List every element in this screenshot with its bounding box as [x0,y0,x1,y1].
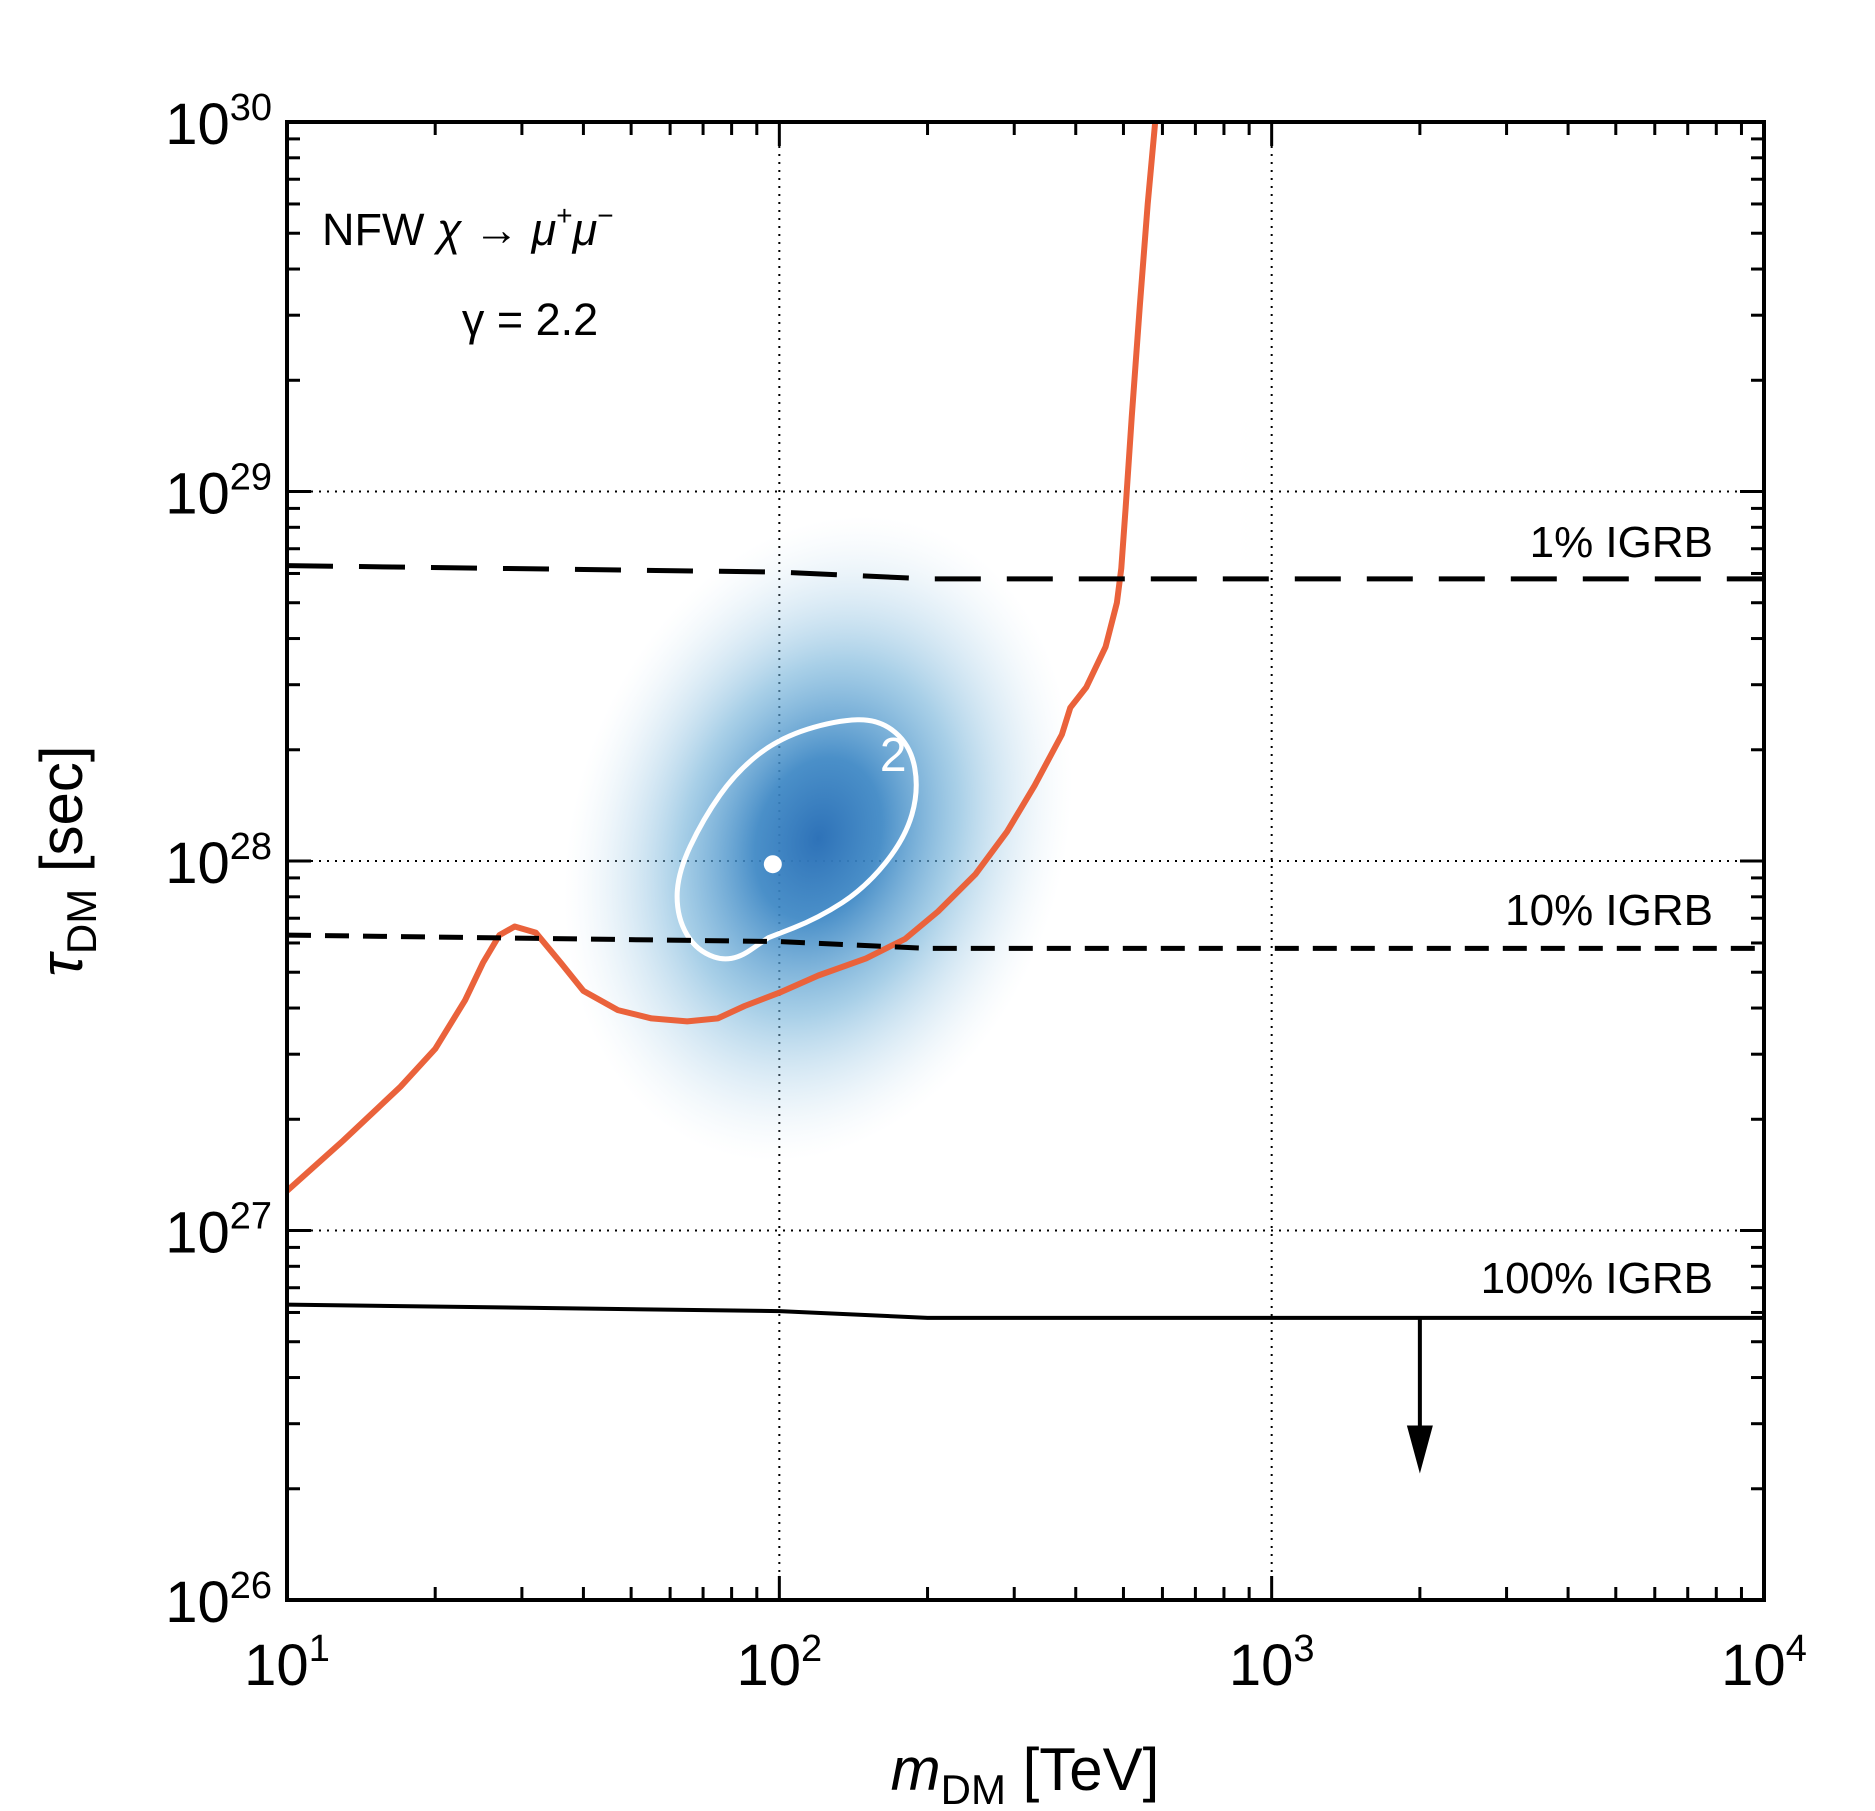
x-tick-label: 101 [244,1628,330,1698]
y-tick-label: 1029 [165,457,272,527]
label-1pct-igrb: 1% IGRB [1530,518,1713,567]
contour-2sigma [674,717,919,962]
x-tick-label: 104 [1721,1628,1807,1698]
y-tick-label: 1028 [165,826,272,896]
x-tick-label: 103 [1229,1628,1315,1698]
down-arrow [1406,1317,1433,1474]
arrow-head [1406,1425,1433,1474]
series-lines [287,122,1764,1320]
label-100pct-igrb: 100% IGRB [1481,1254,1713,1303]
y-tick-label: 1030 [165,87,272,157]
x-tick-label: 102 [737,1628,823,1698]
best-fit-point [763,855,782,874]
series-10-igrb [287,932,1764,951]
annotation-process: NFW χ → μ+μ− [322,200,614,255]
y-tick-label: 1027 [165,1196,272,1266]
x-tick-labels: 101 102 103 104 [244,1628,1807,1698]
label-10pct-igrb: 10% IGRB [1505,886,1713,935]
x-axis-title: mDM [TeV] [891,1736,1160,1811]
contour-label: 2 [880,729,907,782]
y-tick-label: 1026 [165,1565,272,1635]
annotation-gamma: γ = 2.2 [462,294,598,345]
y-tick-labels: 1026 1027 1028 1029 1030 [165,87,272,1635]
series-100-igrb [287,1302,1764,1320]
axis-ticks [285,122,1764,1602]
series-1-igrb [287,563,1764,582]
density-region [563,515,1073,1162]
y-axis-title: τDM [sec] [28,745,105,976]
series-limit [287,122,1159,1194]
